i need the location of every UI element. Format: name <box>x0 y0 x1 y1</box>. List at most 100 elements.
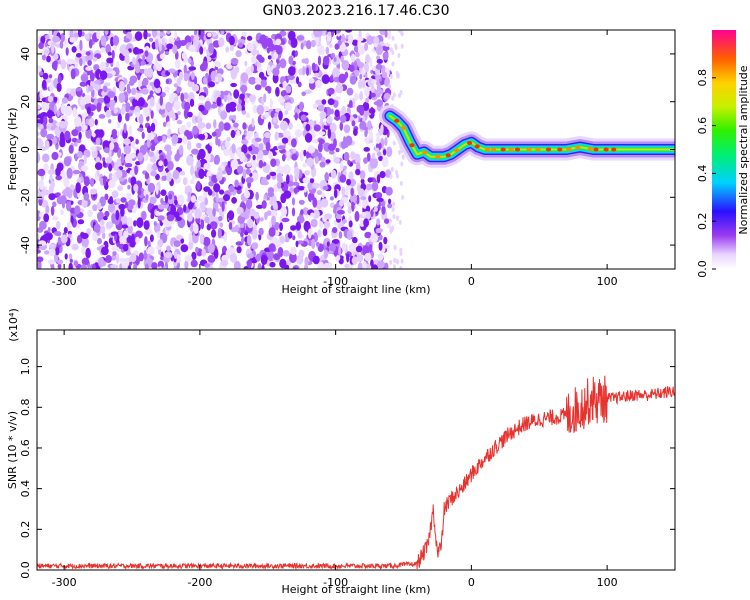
noise-speckle <box>177 86 182 93</box>
noise-speckle <box>327 98 335 106</box>
noise-speckle <box>357 188 365 197</box>
noise-speckle <box>126 236 134 244</box>
noise-speckle <box>126 192 132 200</box>
signal-core <box>484 147 491 152</box>
noise-speckle <box>341 106 346 116</box>
noise-speckle <box>323 262 331 269</box>
noise-speckle <box>115 198 121 204</box>
noise-speckle <box>120 152 125 164</box>
noise-speckle <box>55 192 61 198</box>
noise-speckle <box>332 67 340 78</box>
noise-speckle <box>398 149 402 155</box>
noise-speckle <box>144 50 149 57</box>
noise-speckle <box>81 246 86 255</box>
noise-speckle <box>187 80 194 88</box>
noise-speckle <box>393 264 396 269</box>
noise-speckle <box>46 109 54 119</box>
noise-speckle <box>171 134 179 145</box>
noise-speckle <box>225 165 229 173</box>
noise-speckle <box>238 42 244 48</box>
noise-speckle <box>239 93 245 100</box>
noise-speckle <box>259 34 268 45</box>
noise-speckle <box>339 174 347 183</box>
noise-speckle <box>170 204 177 215</box>
noise-speckle <box>304 256 309 267</box>
snr-panel: -300 -200 -100 0 100 0.0 0.2 0.4 0.6 0.8 1.0 Heigh… <box>6 308 676 596</box>
noise-speckle <box>144 263 149 269</box>
noise-speckle <box>149 196 157 205</box>
noise-speckle <box>133 263 138 269</box>
noise-speckle <box>180 92 185 102</box>
noise-speckle <box>97 97 106 103</box>
noise-speckle <box>267 55 272 60</box>
noise-speckle <box>134 165 139 176</box>
noise-speckle <box>155 210 160 216</box>
noise-speckle <box>312 103 318 109</box>
noise-speckle <box>165 101 173 112</box>
noise-speckle <box>154 57 158 67</box>
noise-speckle <box>341 33 346 44</box>
noise-speckle <box>392 92 396 98</box>
noise-speckle <box>166 150 173 157</box>
noise-speckle <box>99 70 108 80</box>
noise-speckle <box>307 181 315 190</box>
figure-title: GN03.2023.216.17.46.C30 <box>263 3 450 19</box>
noise-speckle <box>125 201 129 209</box>
noise-speckle <box>120 197 127 203</box>
noise-speckle <box>345 30 353 33</box>
noise-speckle <box>150 213 155 219</box>
noise-speckle <box>367 120 372 131</box>
noise-speckle <box>59 40 64 49</box>
noise-speckle <box>187 111 193 118</box>
noise-speckle <box>393 257 397 263</box>
noise-speckle <box>95 137 101 146</box>
noise-speckle <box>173 100 181 111</box>
noise-speckle <box>359 91 364 101</box>
noise-speckle <box>164 194 169 204</box>
noise-speckle <box>194 208 202 219</box>
noise-speckle <box>349 76 357 85</box>
noise-speckle <box>37 249 41 254</box>
noise-speckle <box>235 241 244 246</box>
noise-speckle <box>64 130 71 141</box>
noise-speckle <box>389 259 393 265</box>
noise-speckle <box>345 135 353 146</box>
noise-speckle <box>141 210 147 221</box>
noise-speckle <box>255 204 264 209</box>
snr-xlabel: Height of straight line (km) <box>281 583 430 596</box>
noise-speckle <box>128 125 132 136</box>
snr-ylabel: SNR (10 * v/v) <box>6 411 19 489</box>
noise-speckle <box>273 124 280 129</box>
noise-speckle <box>375 75 380 86</box>
noise-speckle <box>246 259 252 268</box>
noise-speckle <box>383 92 391 100</box>
noise-speckle <box>192 125 199 135</box>
noise-speckle <box>112 251 117 256</box>
noise-speckle <box>101 246 109 256</box>
noise-speckle <box>132 56 137 66</box>
noise-speckle <box>306 40 312 50</box>
noise-speckle <box>198 30 205 39</box>
noise-speckle <box>400 161 404 167</box>
colorbar-label: Normalized spectral amplitude <box>737 65 750 234</box>
noise-speckle <box>266 64 271 76</box>
noise-speckle <box>111 49 115 60</box>
noise-speckle <box>207 243 215 253</box>
noise-speckle <box>303 187 307 193</box>
noise-speckle <box>258 159 264 169</box>
noise-speckle <box>208 181 214 187</box>
signal-core <box>575 145 581 150</box>
noise-speckle <box>103 95 111 104</box>
noise-speckle <box>288 174 294 184</box>
noise-speckle <box>45 205 50 215</box>
noise-speckle <box>306 67 310 76</box>
noise-speckle <box>225 30 233 33</box>
noise-speckle <box>233 260 241 269</box>
noise-speckle <box>226 63 233 70</box>
noise-speckle <box>365 97 370 103</box>
noise-speckle <box>88 38 93 49</box>
noise-speckle <box>47 169 56 176</box>
noise-speckle <box>94 162 103 171</box>
noise-speckle <box>73 260 79 267</box>
noise-speckle <box>312 139 320 144</box>
